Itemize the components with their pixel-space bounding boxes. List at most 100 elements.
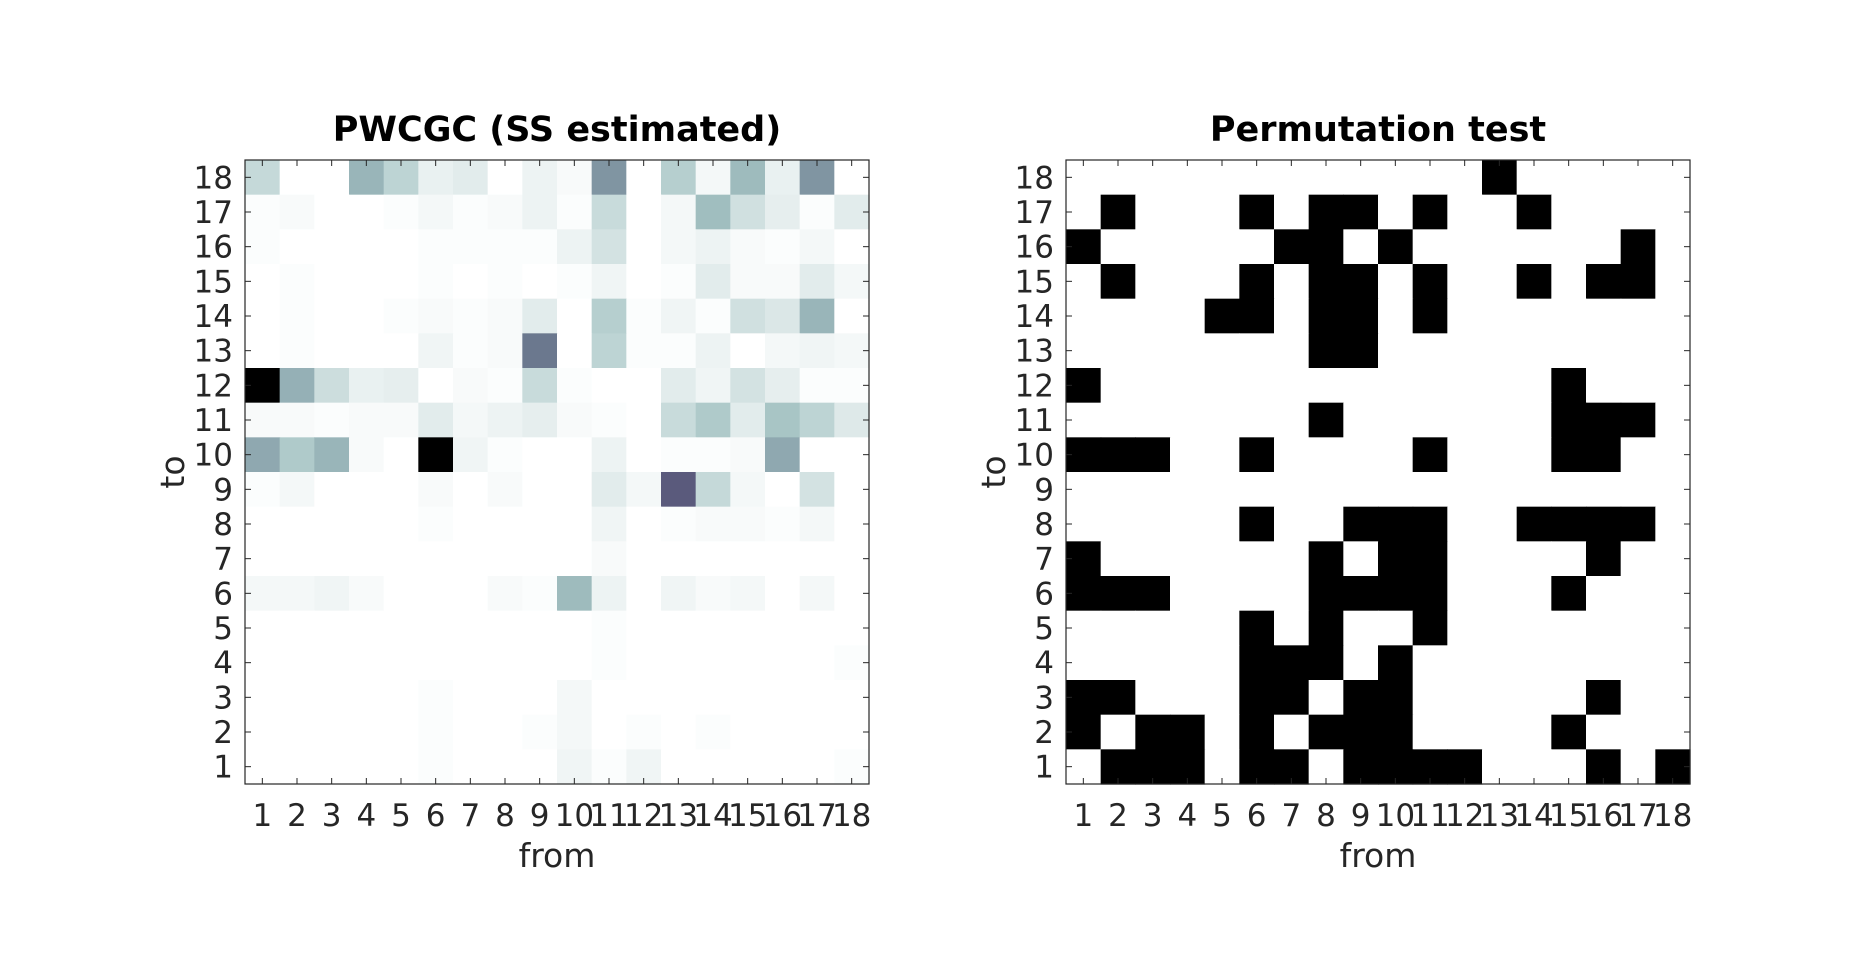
cell-to-3-from-6 xyxy=(1239,680,1275,716)
cell-to-16-from-8 xyxy=(1308,229,1344,265)
cell-to-7-from-11 xyxy=(1412,541,1448,577)
y-axis-label: to xyxy=(974,455,1013,488)
cell-to-17-from-11 xyxy=(1412,194,1448,230)
cell-to-8-from-2 xyxy=(1100,506,1136,542)
cell-to-12-from-11 xyxy=(591,368,627,404)
cell-to-2-from-12 xyxy=(1447,714,1483,750)
cell-to-16-from-10 xyxy=(1378,229,1414,265)
cell-to-13-from-17 xyxy=(1620,333,1656,369)
cell-to-11-from-13 xyxy=(1482,402,1518,438)
cell-to-12-from-14 xyxy=(695,368,731,404)
cell-to-16-from-8 xyxy=(487,229,523,265)
cell-to-7-from-12 xyxy=(1447,541,1483,577)
x-tick-label: 17 xyxy=(1618,798,1657,834)
cell-to-11-from-7 xyxy=(1274,402,1310,438)
cell-to-4-from-4 xyxy=(1170,645,1206,681)
cell-to-16-from-7 xyxy=(453,229,489,265)
cell-to-12-from-8 xyxy=(487,368,523,404)
cells xyxy=(245,160,870,785)
y-tick-label: 17 xyxy=(194,195,233,231)
cell-to-17-from-7 xyxy=(1274,194,1310,230)
cell-to-6-from-10 xyxy=(1378,576,1414,612)
cell-to-2-from-5 xyxy=(1204,714,1240,750)
heatmap-panel-1: 1 2 3 4 5 6 7 8 9 1011121314151617181234567891011… xyxy=(153,110,871,875)
cell-to-17-from-12 xyxy=(1447,194,1483,230)
x-tick-label: 18 xyxy=(1653,798,1692,834)
cell-to-12-from-10 xyxy=(557,368,593,404)
cell-to-3-from-5 xyxy=(1204,680,1240,716)
cell-to-4-from-6 xyxy=(418,645,454,681)
y-tick-label: 9 xyxy=(213,472,233,508)
cell-to-10-from-2 xyxy=(279,437,315,473)
cell-to-13-from-15 xyxy=(730,333,766,369)
cell-to-13-from-10 xyxy=(557,333,593,369)
cell-to-11-from-5 xyxy=(1204,402,1240,438)
cell-to-15-from-12 xyxy=(1447,264,1483,300)
axes-box xyxy=(1065,159,1691,785)
cell-to-12-from-13 xyxy=(661,368,697,404)
cell-to-9-from-7 xyxy=(1274,472,1310,508)
cell-to-4-from-11 xyxy=(591,645,627,681)
cell-to-15-from-10 xyxy=(1378,264,1414,300)
cell-to-13-from-6 xyxy=(418,333,454,369)
cell-to-7-from-8 xyxy=(1308,541,1344,577)
cell-to-15-from-3 xyxy=(1135,264,1171,300)
y-tick-label: 4 xyxy=(1034,646,1054,682)
cell-to-9-from-2 xyxy=(279,472,315,508)
cell-to-9-from-11 xyxy=(591,472,627,508)
cell-to-6-from-15 xyxy=(730,576,766,612)
cell-to-16-from-17 xyxy=(799,229,835,265)
cell-to-9-from-13 xyxy=(1482,472,1518,508)
y-tick-label: 2 xyxy=(213,715,233,751)
cell-to-8-from-7 xyxy=(1274,506,1310,542)
y-tick-label: 14 xyxy=(194,299,233,335)
cell-to-15-from-9 xyxy=(1343,264,1379,300)
cell-to-12-from-4 xyxy=(1170,368,1206,404)
cell-to-5-from-7 xyxy=(1274,610,1310,646)
cell-to-16-from-11 xyxy=(591,229,627,265)
cell-to-3-from-7 xyxy=(453,680,489,716)
x-tick-label: 4 xyxy=(1177,798,1197,834)
cell-to-17-from-8 xyxy=(1308,194,1344,230)
cell-to-6-from-4 xyxy=(349,576,385,612)
cell-to-16-from-6 xyxy=(1239,229,1275,265)
cell-to-4-from-9 xyxy=(522,645,558,681)
x-tick-label: 1 xyxy=(1073,798,1093,834)
y-tick-label: 11 xyxy=(194,403,233,439)
cell-to-3-from-3 xyxy=(1135,680,1171,716)
cell-to-2-from-2 xyxy=(279,714,315,750)
cell-to-8-from-4 xyxy=(1170,506,1206,542)
cell-to-6-from-12 xyxy=(626,576,662,612)
cell-to-5-from-17 xyxy=(1620,610,1656,646)
cell-to-9-from-4 xyxy=(349,472,385,508)
cell-to-9-from-5 xyxy=(1204,472,1240,508)
cell-to-15-from-4 xyxy=(1170,264,1206,300)
cell-to-5-from-10 xyxy=(1378,610,1414,646)
cell-to-7-from-12 xyxy=(626,541,662,577)
cell-to-16-from-3 xyxy=(1135,229,1171,265)
y-tick-label: 16 xyxy=(194,230,233,266)
cell-to-6-from-17 xyxy=(1620,576,1656,612)
cell-to-12-from-13 xyxy=(1482,368,1518,404)
cell-to-2-from-16 xyxy=(765,714,801,750)
cell-to-2-from-10 xyxy=(1378,714,1414,750)
cell-to-4-from-2 xyxy=(1100,645,1136,681)
cell-to-2-from-3 xyxy=(314,714,350,750)
cell-to-16-from-17 xyxy=(1620,229,1656,265)
cell-to-3-from-12 xyxy=(626,680,662,716)
cell-to-15-from-2 xyxy=(279,264,315,300)
cell-to-5-from-9 xyxy=(1343,610,1379,646)
cell-to-14-from-15 xyxy=(1551,298,1587,334)
cell-to-17-from-11 xyxy=(591,194,627,230)
cell-to-7-from-11 xyxy=(591,541,627,577)
cell-to-16-from-13 xyxy=(1482,229,1518,265)
cell-to-13-from-11 xyxy=(1412,333,1448,369)
cell-to-3-from-14 xyxy=(695,680,731,716)
cell-to-9-from-12 xyxy=(626,472,662,508)
cell-to-4-from-16 xyxy=(1586,645,1622,681)
y-tick-label: 7 xyxy=(1034,542,1054,578)
cell-to-15-from-7 xyxy=(453,264,489,300)
cell-to-16-from-7 xyxy=(1274,229,1310,265)
chart-title: Permutation test xyxy=(1210,110,1546,150)
cell-to-14-from-17 xyxy=(1620,298,1656,334)
